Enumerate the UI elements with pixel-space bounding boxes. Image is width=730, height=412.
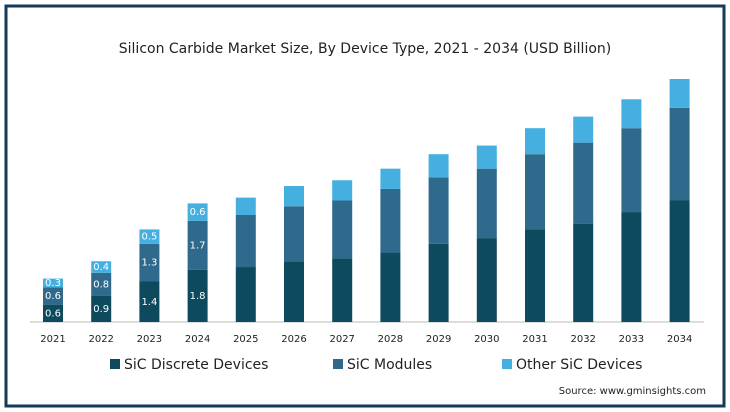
x-tick-label: 2030: [474, 334, 499, 345]
data-label: 1.4: [141, 297, 157, 308]
bar-segment: [476, 145, 497, 169]
data-label: 0.4: [93, 262, 109, 273]
bar-segment: [139, 243, 160, 282]
x-tick-label: 2021: [40, 334, 65, 345]
x-tick-label: 2025: [233, 334, 258, 345]
bar-segment: [525, 229, 545, 322]
x-tick-label: 2033: [619, 334, 644, 345]
bar-segment: [428, 154, 449, 178]
bar-segment: [573, 223, 594, 322]
legend-swatch: [502, 359, 512, 369]
bar-segment: [332, 200, 353, 259]
bar-segment: [235, 267, 256, 322]
x-tick-label: 2034: [667, 334, 692, 345]
bar-segment: [476, 168, 497, 239]
bar-segment: [380, 188, 401, 253]
legend-label: Other SiC Devices: [516, 357, 642, 373]
bar-segment: [669, 107, 690, 201]
bar-segment: [380, 168, 401, 189]
bar-segment: [284, 186, 304, 207]
data-label: 0.8: [93, 279, 109, 290]
bar-segment: [525, 128, 545, 155]
bar-segment: [476, 238, 497, 322]
bar-segment: [525, 154, 545, 230]
bar-segment: [43, 278, 63, 288]
legend-swatch: [333, 359, 343, 369]
x-tick-label: 2031: [522, 334, 547, 345]
bar-segment: [91, 272, 112, 296]
bar-segment: [284, 261, 304, 322]
bar-segment: [380, 252, 401, 322]
x-tick-label: 2032: [570, 334, 595, 345]
legend-swatch: [110, 359, 120, 369]
bar-segment: [621, 128, 642, 213]
legend-label: SiC Modules: [347, 357, 432, 373]
data-label: 0.6: [45, 291, 61, 302]
chart-title: Silicon Carbide Market Size, By Device T…: [119, 41, 611, 57]
data-label: 0.5: [141, 232, 157, 243]
bar-segment: [669, 79, 690, 108]
x-tick-label: 2027: [329, 334, 354, 345]
bar-segment: [91, 295, 112, 322]
bar-segment: [235, 214, 256, 268]
bar-segment: [573, 116, 594, 143]
bar-segment: [573, 142, 594, 224]
data-label: 0.3: [45, 278, 61, 289]
bar-segment: [621, 212, 642, 322]
bar-segment: [332, 258, 353, 322]
bar-segment: [284, 206, 304, 262]
frame: [4, 4, 726, 408]
data-label: 0.9: [93, 304, 109, 315]
bar-segment: [139, 281, 160, 322]
x-tick-label: 2028: [378, 334, 403, 345]
data-label: 1.3: [141, 258, 157, 269]
bar-segment: [43, 287, 63, 305]
data-label: 1.7: [190, 240, 206, 251]
bar-segment: [621, 99, 642, 129]
x-tick-label: 2029: [426, 334, 451, 345]
legend-label: SiC Discrete Devices: [124, 357, 268, 373]
data-label: 0.6: [45, 308, 61, 319]
bar-segment: [428, 243, 449, 322]
bar-segment: [187, 220, 208, 270]
x-tick-label: 2022: [88, 334, 113, 345]
x-tick-label: 2023: [137, 334, 162, 345]
data-label: 1.8: [190, 291, 206, 302]
bar-segment: [43, 304, 63, 322]
x-tick-label: 2024: [185, 334, 210, 345]
bar-segment: [187, 269, 208, 322]
bar-segment: [91, 261, 112, 273]
bar-segment: [669, 200, 690, 322]
bar-segment: [235, 197, 256, 215]
bar-segment: [332, 180, 353, 201]
data-label: 0.6: [190, 207, 206, 218]
bar-segment: [428, 177, 449, 244]
bar-segment: [139, 229, 160, 244]
bar-segment: [187, 203, 208, 221]
x-tick-label: 2026: [281, 334, 306, 345]
source: Source: www.gminsights.com: [559, 386, 706, 397]
